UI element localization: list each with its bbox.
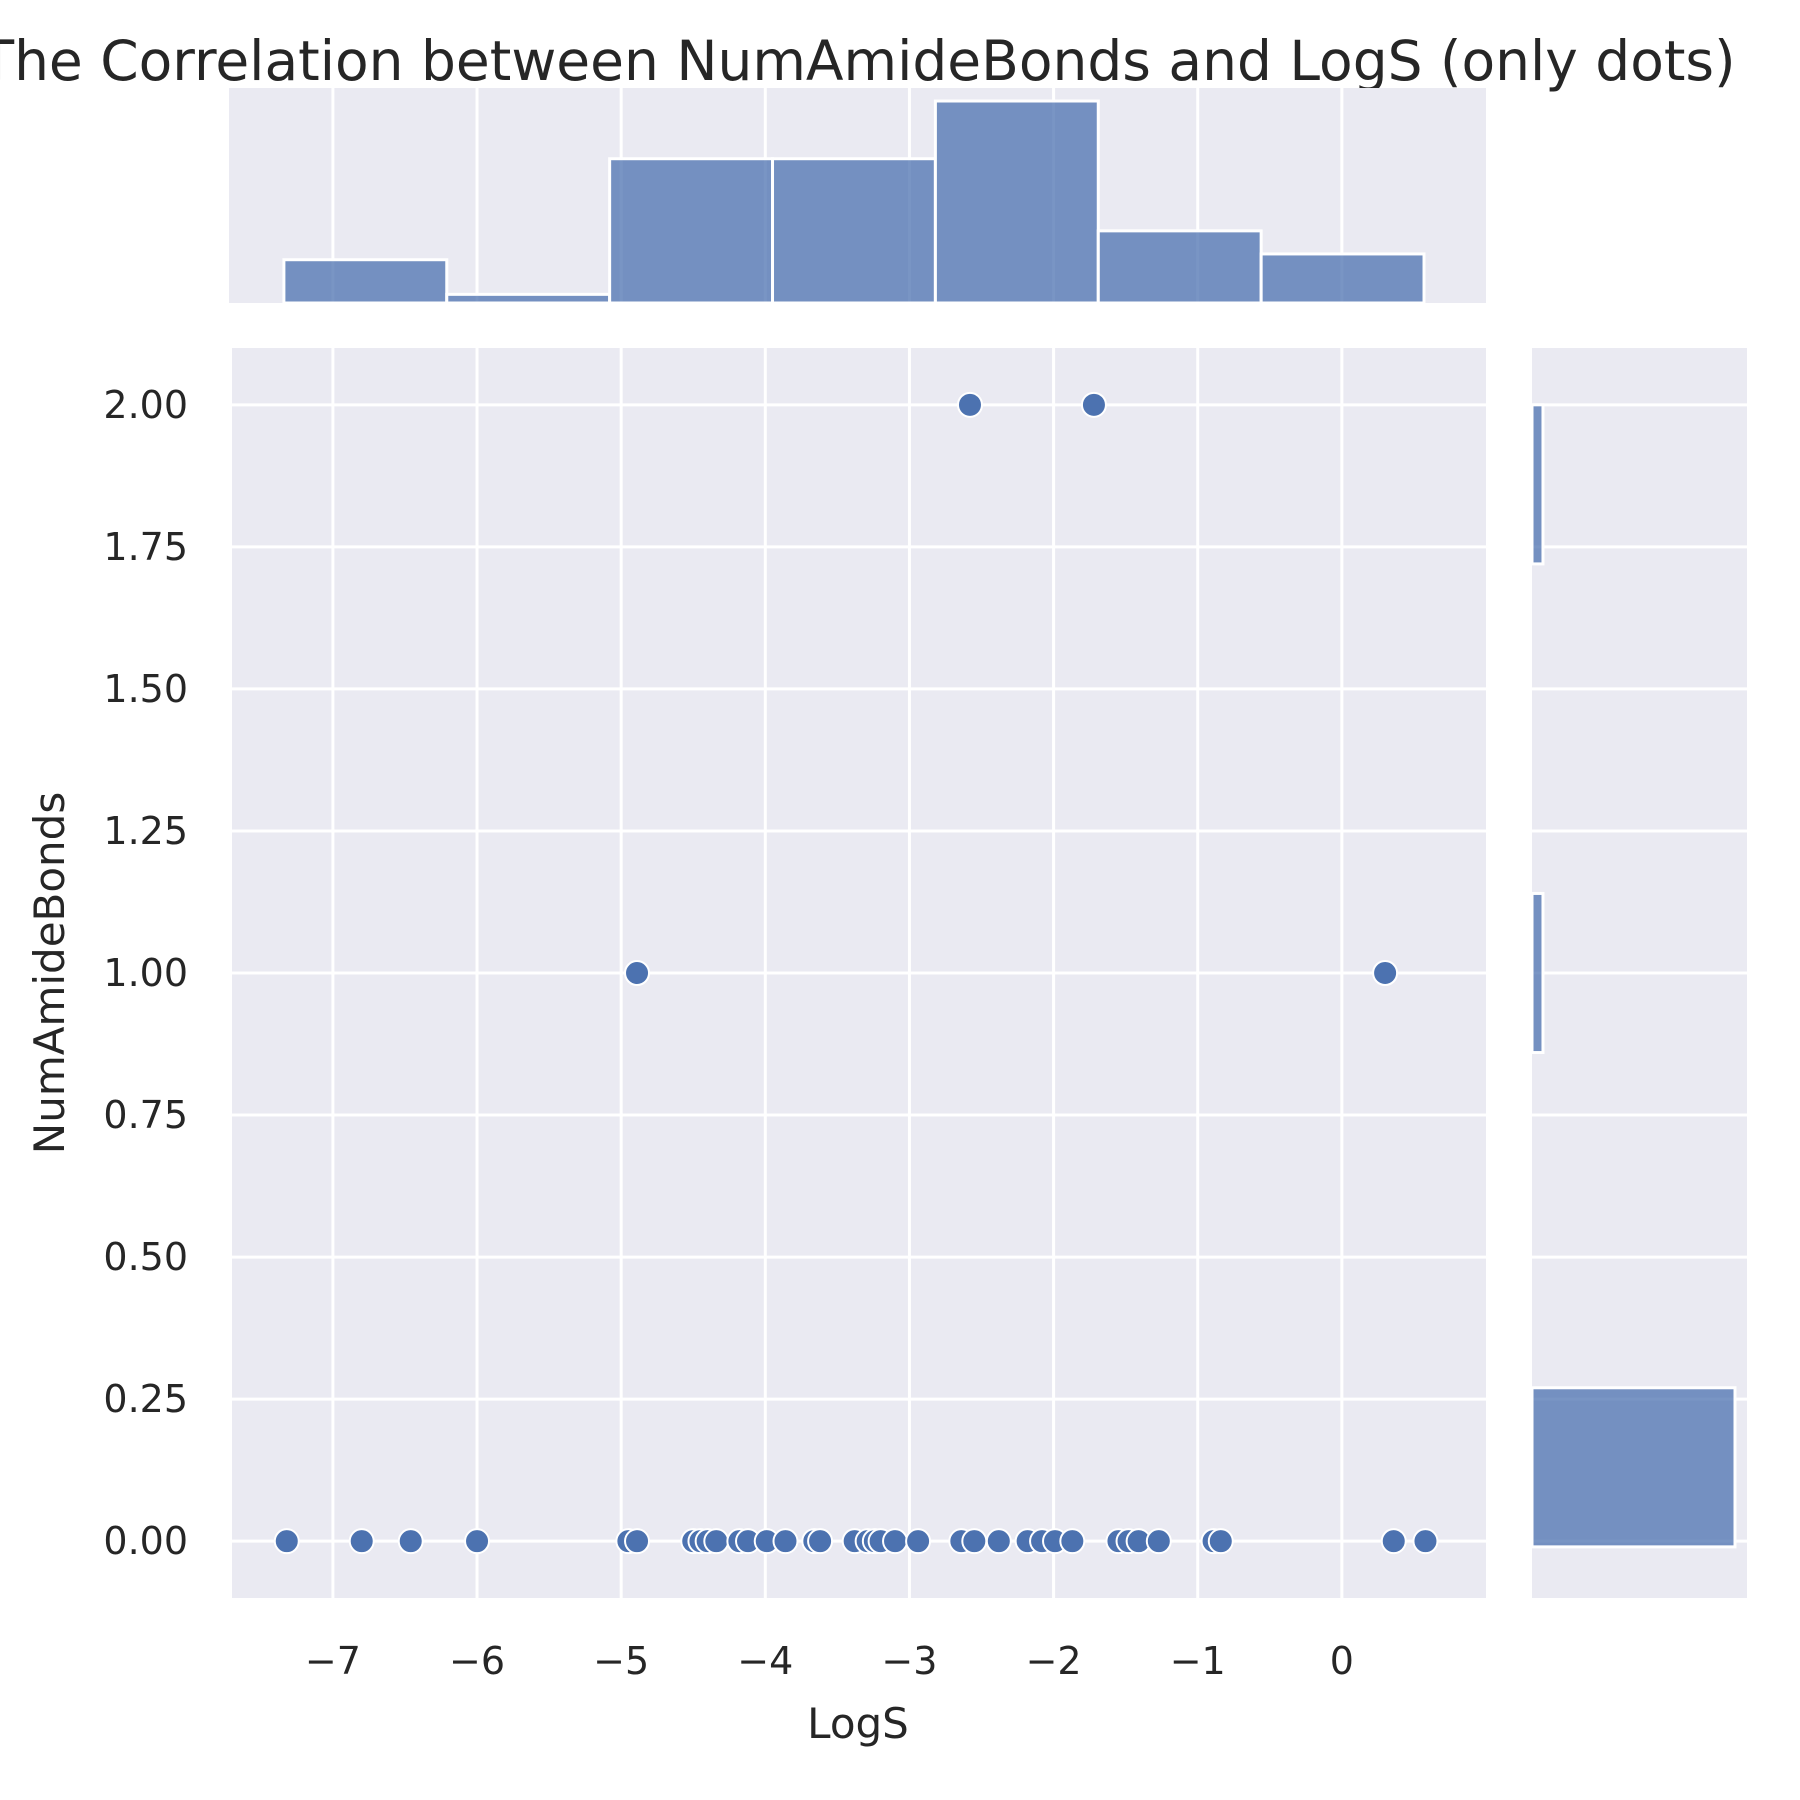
right-marginal-histogram bbox=[1530, 348, 1747, 1598]
scatter-point bbox=[348, 1528, 375, 1555]
y-tick-label: 1.00 bbox=[103, 951, 188, 995]
scatter-point bbox=[464, 1528, 491, 1555]
top-histogram-bar bbox=[608, 157, 775, 305]
y-tick-label: 0.00 bbox=[103, 1519, 188, 1563]
top-histogram-bar bbox=[445, 292, 612, 305]
scatter-point bbox=[1412, 1528, 1439, 1555]
scatter-point bbox=[273, 1528, 300, 1555]
y-axis-label: NumAmideBonds bbox=[25, 792, 74, 1154]
scatter-point bbox=[956, 391, 983, 418]
right-histogram-bar bbox=[1530, 891, 1545, 1055]
x-axis-label: LogS bbox=[807, 1699, 909, 1748]
scatter-point bbox=[985, 1528, 1012, 1555]
scatter-point bbox=[397, 1528, 424, 1555]
y-tick-label: 2.00 bbox=[103, 383, 188, 427]
y-tick-label: 0.25 bbox=[103, 1377, 188, 1421]
top-histogram-bar bbox=[933, 99, 1100, 305]
scatter-point bbox=[882, 1528, 909, 1555]
scatter-point bbox=[1372, 960, 1399, 986]
x-tick-label: −7 bbox=[305, 1639, 361, 1683]
scatter-point bbox=[905, 1528, 932, 1555]
scatter-point bbox=[624, 960, 651, 986]
main-scatter-panel: −7 −6 −5 −4 −3 −2 −1 0 0.00 0.25 0.50 0.75 1.00 1.25… bbox=[103, 348, 1486, 1683]
scatter-point bbox=[1080, 391, 1107, 418]
y-tick-label: 0.75 bbox=[103, 1093, 188, 1137]
scatter-point bbox=[1207, 1528, 1234, 1555]
top-histogram-bar bbox=[771, 157, 937, 305]
x-tick-label: 0 bbox=[1330, 1639, 1354, 1683]
scatter-point bbox=[772, 1528, 799, 1555]
x-tick-label: −3 bbox=[881, 1639, 937, 1683]
right-histogram-bar bbox=[1530, 1386, 1737, 1549]
y-tick-label: 1.50 bbox=[103, 667, 188, 711]
x-tick-label: −5 bbox=[593, 1639, 649, 1683]
y-tick-label: 0.50 bbox=[103, 1235, 188, 1279]
y-tick-label: 1.75 bbox=[103, 525, 188, 569]
top-histogram-bar bbox=[282, 258, 449, 305]
x-tick-label: −2 bbox=[1026, 1639, 1082, 1683]
scatter-point bbox=[1059, 1528, 1086, 1555]
scatter-point bbox=[1145, 1528, 1172, 1555]
top-histogram-bar bbox=[1096, 229, 1263, 305]
scatter-point bbox=[961, 1528, 988, 1555]
x-tick-label: −6 bbox=[449, 1639, 505, 1683]
top-marginal-histogram bbox=[229, 88, 1486, 305]
x-tick-label: −4 bbox=[737, 1639, 793, 1683]
scatter-point bbox=[807, 1528, 834, 1555]
y-tick-label: 1.25 bbox=[103, 809, 188, 853]
right-histogram-bar bbox=[1530, 403, 1545, 566]
x-tick-label: −1 bbox=[1170, 1639, 1226, 1683]
chart-title: The Correlation between NumAmideBonds an… bbox=[0, 29, 1736, 93]
scatter-point bbox=[703, 1528, 730, 1555]
scatter-point bbox=[1380, 1528, 1407, 1555]
top-histogram-bar bbox=[1259, 252, 1426, 305]
scatter-point bbox=[624, 1528, 651, 1555]
